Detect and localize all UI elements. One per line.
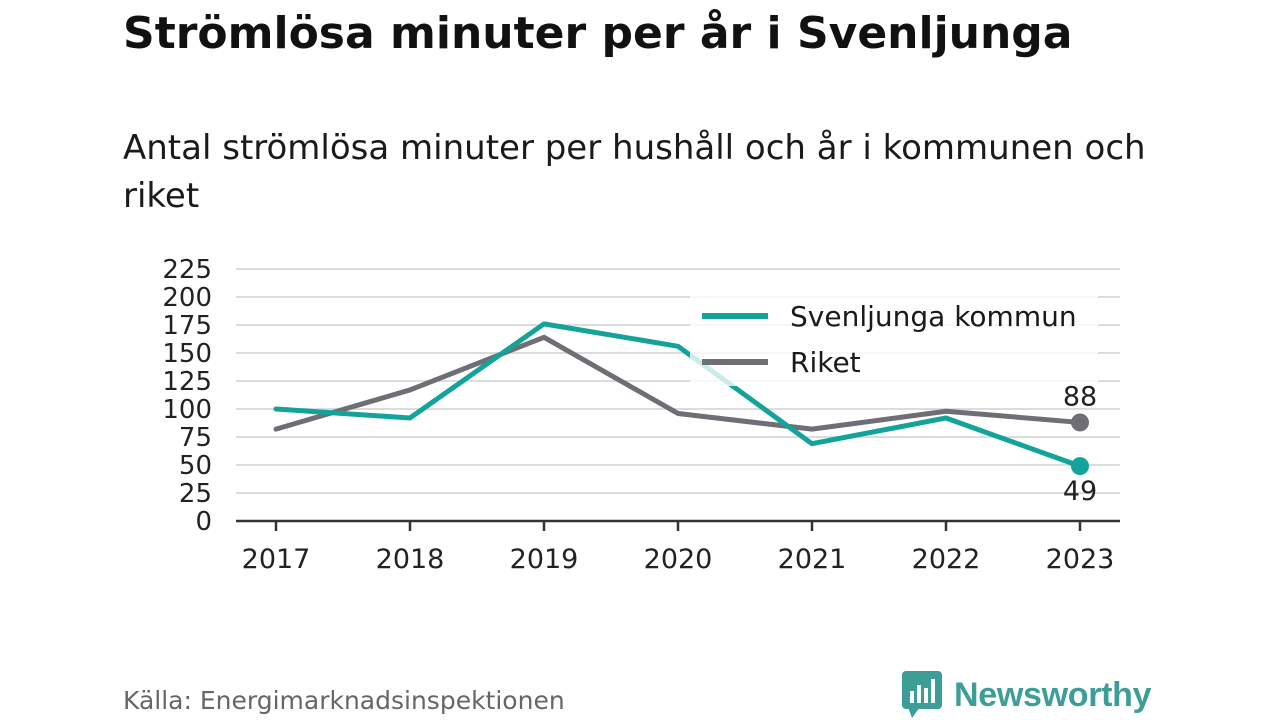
y-tick-label: 175 <box>162 311 212 341</box>
y-tick-label: 200 <box>162 283 212 313</box>
data-labels: 49 88 <box>1063 381 1097 507</box>
x-tick-label: 2021 <box>778 544 847 575</box>
y-tick-label: 150 <box>162 339 212 369</box>
x-tick-label: 2022 <box>912 544 981 575</box>
x-tick-label: 2017 <box>242 544 311 575</box>
x-tick-label: 2018 <box>376 544 445 575</box>
legend-label: Svenljunga kommun <box>790 300 1077 333</box>
brand-name: Newsworthy <box>954 675 1152 714</box>
y-tick-label: 75 <box>179 423 212 453</box>
series-end-point <box>1071 457 1089 476</box>
brand-logo: Newsworthy <box>902 670 1152 720</box>
legend: Svenljunga kommun Riket <box>690 294 1098 386</box>
y-tick-label: 125 <box>162 367 212 397</box>
source-note: Källa: Energimarknadsinspektionen <box>123 686 565 715</box>
series-line-1 <box>273 334 1083 432</box>
legend-label: Riket <box>790 346 861 379</box>
x-tick-label: 2019 <box>510 544 579 575</box>
x-axis: 2017 2018 2019 2020 2021 2022 2023 <box>236 519 1120 575</box>
y-tick-label: 0 <box>195 507 212 537</box>
chart-title: Strömlösa minuter per år i Svenljunga <box>123 8 1073 59</box>
series-lines <box>273 321 1089 476</box>
series-line-0 <box>273 321 1083 469</box>
data-label: 49 <box>1063 476 1097 507</box>
newsworthy-logo-icon <box>902 671 942 718</box>
series-end-point <box>1071 413 1089 432</box>
y-tick-label: 225 <box>162 255 212 285</box>
x-tick-label: 2020 <box>644 544 713 575</box>
data-label: 88 <box>1063 381 1097 412</box>
y-tick-label: 50 <box>179 451 212 481</box>
y-tick-label: 100 <box>162 395 212 425</box>
y-tick-label: 25 <box>179 479 212 509</box>
legend-background <box>690 294 1098 386</box>
x-tick-label: 2023 <box>1046 544 1115 575</box>
chart-subtitle: Antal strömlösa minuter per hushåll och … <box>123 128 1146 216</box>
